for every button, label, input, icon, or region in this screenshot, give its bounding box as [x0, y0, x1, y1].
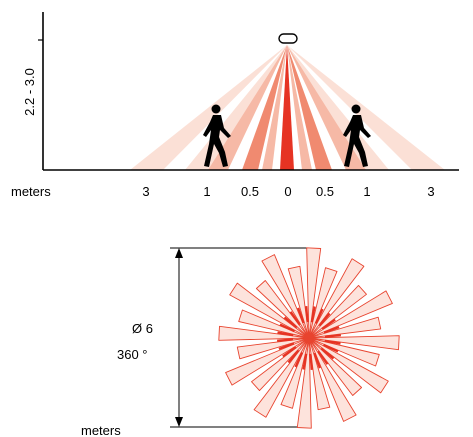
detection-ray-accent [297, 307, 305, 324]
distance-tick: 0 [284, 184, 291, 199]
detection-ray [280, 337, 310, 409]
detection-ray [287, 265, 310, 339]
detection-ray [229, 282, 310, 339]
detection-ray [261, 254, 310, 339]
detection-ray-accent [323, 343, 339, 353]
detection-zones [130, 45, 445, 170]
detection-ray [236, 337, 310, 360]
detection-ray [308, 258, 365, 339]
detection-ray-accent [287, 349, 300, 364]
distance-ticks: 3 1 0.5 0 0.5 1 3 [142, 184, 434, 199]
distance-tick: 0.5 [316, 184, 334, 199]
detection-ray-accent [320, 347, 335, 360]
detection-ray-accent [277, 338, 294, 342]
distance-tick: 1 [363, 184, 370, 199]
top-view: Ø 6 360 ° meters [81, 247, 400, 437]
detection-ray-accent [294, 352, 304, 368]
detection-ray [251, 337, 310, 392]
diameter-label: Ø 6 [132, 321, 153, 336]
zone-mid-right [287, 45, 389, 170]
detection-ray [308, 316, 382, 339]
detection-ray [218, 325, 310, 341]
detection-ray [308, 267, 338, 339]
detection-ray [255, 280, 310, 339]
detection-ray [308, 290, 393, 339]
detection-ray [308, 284, 367, 339]
sensor-dome-icon [278, 33, 298, 44]
detection-ray-accent [313, 352, 321, 369]
detection-pattern-top [218, 247, 400, 429]
detection-ray-accent [283, 316, 298, 329]
zone-near-left [242, 45, 287, 170]
detection-ray [308, 337, 380, 367]
detection-ray-accent [317, 350, 329, 365]
detection-ray [308, 337, 357, 422]
detection-ray [296, 337, 312, 429]
detection-ray [308, 337, 363, 396]
walking-person-icon [203, 104, 231, 167]
detection-ray-accent [277, 331, 294, 337]
detection-ray-accent [323, 326, 340, 334]
detection-ray [308, 335, 400, 351]
detection-ray-accent [324, 339, 341, 345]
arrow-down-icon [175, 417, 183, 427]
detection-ray [238, 309, 310, 339]
distance-tick: 3 [427, 184, 434, 199]
height-label: 2.2 - 3.0 [22, 68, 37, 116]
detection-ray-accent [310, 306, 316, 323]
angle-label: 360 ° [117, 347, 148, 362]
detection-ray [308, 337, 331, 411]
zone-inner-left [208, 45, 287, 170]
detection-ray [225, 337, 310, 386]
zone-near-right [287, 45, 332, 170]
distance-unit-label: meters [11, 184, 51, 199]
zone-center [280, 45, 294, 170]
zone-near2-right [287, 45, 312, 170]
detection-ray-accent [314, 308, 324, 324]
detection-ray-accent [279, 323, 295, 333]
arrow-up-icon [175, 248, 183, 258]
detection-ray [306, 247, 322, 339]
detection-ray [253, 337, 310, 418]
unit-label: meters [81, 423, 121, 437]
detection-ray-accent [321, 318, 336, 330]
side-view: 2.2 - 3.0 meters 3 1 0.5 0 0.5 1 3 [11, 12, 459, 199]
distance-tick: 3 [142, 184, 149, 199]
detection-ray-accent [289, 311, 301, 326]
detection-ray-accent [302, 353, 308, 370]
zone-near2-left [262, 45, 287, 170]
walking-person-icon [343, 104, 371, 167]
detection-ray-accent [278, 342, 295, 350]
distance-tick: 0.5 [241, 184, 259, 199]
detection-ray-accent [282, 346, 297, 358]
zone-inner-right [287, 45, 366, 170]
detection-ray-accent [318, 312, 331, 327]
detection-ray-accent [309, 353, 313, 370]
distance-tick: 1 [203, 184, 210, 199]
detection-ray-accent [305, 306, 309, 323]
zone-far-right [287, 45, 445, 170]
detection-ray [308, 337, 389, 394]
zone-far-left [130, 45, 287, 170]
detection-ray-accent [324, 334, 341, 338]
